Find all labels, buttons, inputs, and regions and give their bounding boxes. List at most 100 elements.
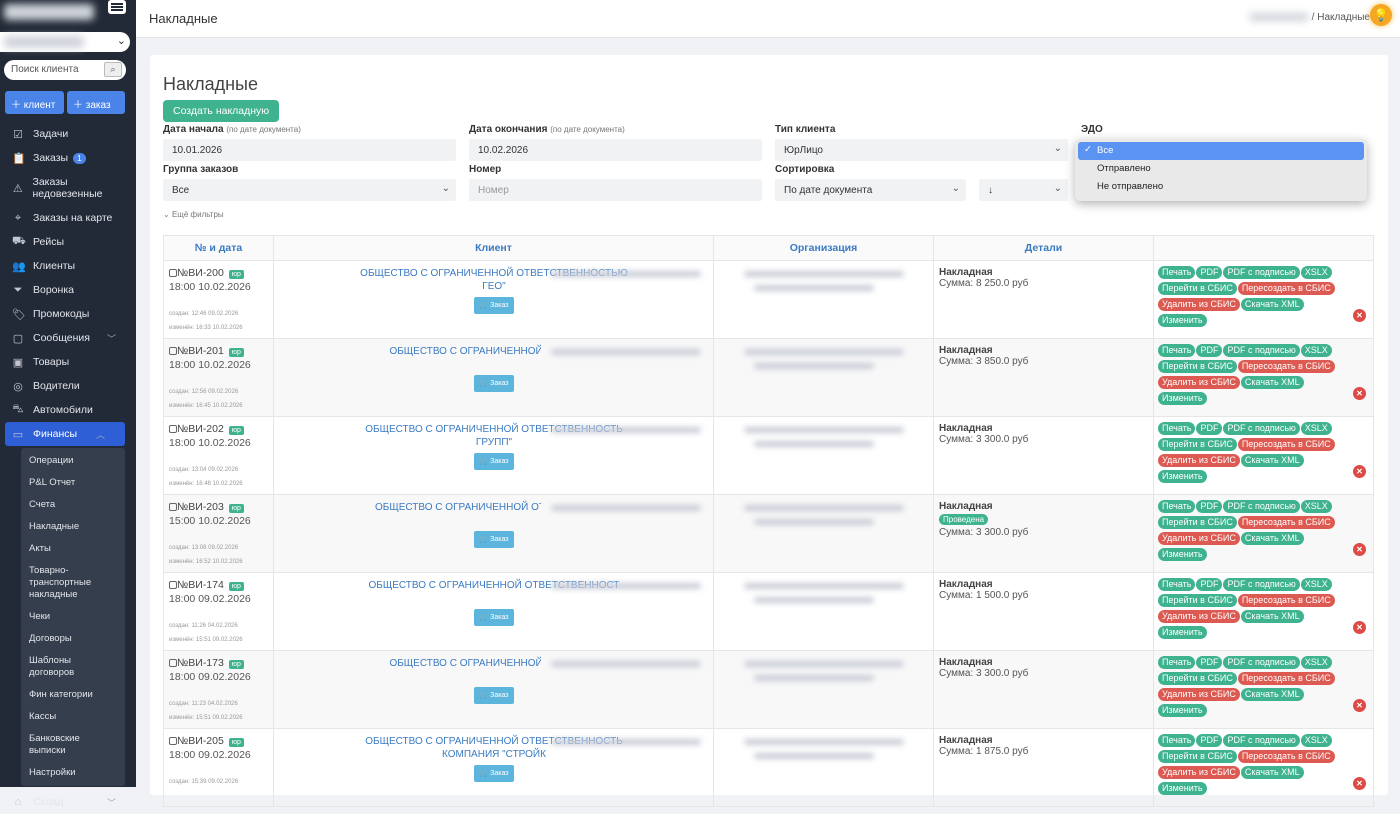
row-checkbox[interactable] — [169, 737, 177, 745]
action-button[interactable]: PDF — [1196, 734, 1223, 747]
action-button[interactable]: Изменить — [1158, 782, 1207, 795]
client-link[interactable]: ОБЩЕСТВО С ОГРАНИЧЕННОЙ ОТВЕТСТВЕННОСТ — [368, 580, 620, 591]
action-button[interactable]: Пересоздать в СБИС — [1237, 594, 1335, 607]
action-button[interactable]: Перейти в СБИС — [1158, 594, 1237, 607]
edo-option-not-sent[interactable]: Не отправлено — [1097, 181, 1164, 192]
sidebar-item-10[interactable]: ◎ Водители — [0, 374, 136, 398]
delete-icon[interactable]: ✕ — [1353, 621, 1366, 634]
action-button[interactable]: Скачать XML — [1240, 454, 1304, 467]
action-button[interactable]: PDF — [1196, 344, 1223, 357]
client-link[interactable]: ОБЩЕСТВО С ОГРАНИЧЕННОЙ ОТВЕТСТВ — [389, 346, 599, 357]
submenu-item[interactable]: Товарно-транспортные накладные — [29, 565, 92, 600]
order-button[interactable]: 🛒 Заказ — [474, 765, 514, 782]
action-button[interactable]: Изменить — [1158, 470, 1207, 483]
action-button[interactable]: Удалить из СБИС — [1158, 376, 1240, 389]
add-order-button[interactable]: ＋ заказ — [67, 91, 125, 114]
action-button[interactable]: Изменить — [1158, 704, 1207, 717]
menu-icon[interactable] — [108, 0, 126, 14]
action-button[interactable]: PDF — [1196, 422, 1223, 435]
action-button[interactable]: PDF с подписью — [1223, 344, 1300, 357]
order-button[interactable]: 🛒 Заказ — [474, 375, 514, 392]
submenu-item[interactable]: Шаблоны договоров — [29, 655, 75, 678]
sidebar-item-0[interactable]: ☑ Задачи — [0, 122, 136, 146]
action-button[interactable]: Удалить из СБИС — [1158, 298, 1240, 311]
action-button[interactable]: Печать — [1158, 344, 1196, 357]
action-button[interactable]: XSLX — [1300, 656, 1332, 669]
sidebar-item-2[interactable]: ⚠ Заказы недовезенные — [0, 170, 136, 206]
row-checkbox[interactable] — [169, 425, 177, 433]
action-button[interactable]: Перейти в СБИС — [1158, 438, 1237, 451]
action-button[interactable]: Перейти в СБИС — [1158, 360, 1237, 373]
action-button[interactable]: PDF — [1196, 578, 1223, 591]
sidebar-item-1[interactable]: 📋 Заказы 1 — [0, 146, 136, 170]
client-search-input[interactable]: Поиск клиента ⌕ — [4, 60, 126, 80]
action-button[interactable]: Печать — [1158, 578, 1196, 591]
action-button[interactable]: PDF — [1196, 500, 1223, 513]
action-button[interactable]: XSLX — [1300, 578, 1332, 591]
action-button[interactable]: Перейти в СБИС — [1158, 516, 1237, 529]
submenu-item[interactable]: Договоры — [29, 633, 72, 644]
order-button[interactable]: 🛒 Заказ — [474, 687, 514, 704]
number-input[interactable]: Номер — [469, 179, 762, 201]
submenu-item[interactable]: Акты — [29, 543, 51, 554]
account-select[interactable]: ⌄ — [0, 32, 130, 52]
delete-icon[interactable]: ✕ — [1353, 387, 1366, 400]
action-button[interactable]: Пересоздать в СБИС — [1237, 750, 1335, 763]
lightbulb-icon[interactable]: 💡 — [1370, 4, 1392, 26]
delete-icon[interactable]: ✕ — [1353, 309, 1366, 322]
order-group-select[interactable]: Все ⌄ — [163, 179, 456, 201]
sidebar-item-8[interactable]: ▢ Сообщения ﹀ — [0, 326, 136, 350]
action-button[interactable]: XSLX — [1300, 500, 1332, 513]
row-checkbox[interactable] — [169, 503, 177, 511]
action-button[interactable]: Удалить из СБИС — [1158, 610, 1240, 623]
action-button[interactable]: PDF с подписью — [1223, 422, 1300, 435]
sort-select[interactable]: По дате документа ⌄ — [775, 179, 966, 201]
action-button[interactable]: PDF — [1196, 266, 1223, 279]
action-button[interactable]: Печать — [1158, 422, 1196, 435]
action-button[interactable]: Пересоздать в СБИС — [1237, 516, 1335, 529]
sidebar-item-3[interactable]: ⌖ Заказы на карте — [0, 206, 136, 230]
start-date-input[interactable]: 10.01.2026 — [163, 139, 456, 161]
action-button[interactable]: Печать — [1158, 734, 1196, 747]
submenu-item[interactable]: Кассы — [29, 711, 57, 722]
sidebar-item-12[interactable]: ▭ Финансы ︿ — [5, 422, 125, 446]
sidebar-item-9[interactable]: ▣ Товары — [0, 350, 136, 374]
action-button[interactable]: Перейти в СБИС — [1158, 672, 1237, 685]
action-button[interactable]: XSLX — [1300, 266, 1332, 279]
action-button[interactable]: Изменить — [1158, 626, 1207, 639]
action-button[interactable]: Скачать XML — [1240, 376, 1304, 389]
action-button[interactable]: Пересоздать в СБИС — [1237, 438, 1335, 451]
row-checkbox[interactable] — [169, 269, 177, 277]
client-link[interactable]: ОБЩЕСТВО С ОГРАНИЧЕННОЙ ОТВЕТСТВЕННОСТЬ Г… — [365, 424, 623, 448]
client-link[interactable]: ОБЩЕСТВО С ОГРАНИЧЕННОЙ ОТВЕТСТВЕННОСТЬ К… — [365, 736, 623, 760]
client-link[interactable]: ОБЩЕСТВО С ОГРАНИЧЕННОЙ ОТВЕТСТВЕННОСТЬЮ… — [360, 268, 628, 292]
action-button[interactable]: Скачать XML — [1240, 532, 1304, 545]
delete-icon[interactable]: ✕ — [1353, 777, 1366, 790]
create-invoice-button[interactable]: Создать накладную — [163, 100, 280, 122]
submenu-item[interactable]: Настройки — [29, 767, 76, 778]
action-button[interactable]: PDF с подписью — [1223, 266, 1300, 279]
submenu-item[interactable]: Операции — [29, 455, 74, 466]
submenu-item[interactable]: Накладные — [29, 521, 80, 532]
order-button[interactable]: 🛒 Заказ — [474, 531, 514, 548]
action-button[interactable]: Удалить из СБИС — [1158, 766, 1240, 779]
order-button[interactable]: 🛒 Заказ — [474, 297, 514, 314]
sidebar-item-5[interactable]: 👥 Клиенты — [0, 254, 136, 278]
action-button[interactable]: PDF с подписью — [1223, 656, 1300, 669]
action-button[interactable]: PDF с подписью — [1223, 500, 1300, 513]
action-button[interactable]: Изменить — [1158, 548, 1207, 561]
action-button[interactable]: PDF с подписью — [1223, 734, 1300, 747]
action-button[interactable]: Пересоздать в СБИС — [1237, 672, 1335, 685]
action-button[interactable]: Изменить — [1158, 392, 1207, 405]
search-icon[interactable]: ⌕ — [104, 62, 122, 77]
row-checkbox[interactable] — [169, 581, 177, 589]
order-button[interactable]: 🛒 Заказ — [474, 609, 514, 626]
delete-icon[interactable]: ✕ — [1353, 543, 1366, 556]
row-checkbox[interactable] — [169, 659, 177, 667]
submenu-item[interactable]: Банковские выписки — [29, 733, 80, 756]
delete-icon[interactable]: ✕ — [1353, 465, 1366, 478]
action-button[interactable]: Скачать XML — [1240, 688, 1304, 701]
action-button[interactable]: XSLX — [1300, 344, 1332, 357]
client-link[interactable]: ОБЩЕСТВО С ОГРАНИЧЕННОЙ ОТВЕТСТВЕННО — [375, 502, 613, 513]
sidebar-item-4[interactable]: ⛟ Рейсы — [0, 230, 136, 254]
